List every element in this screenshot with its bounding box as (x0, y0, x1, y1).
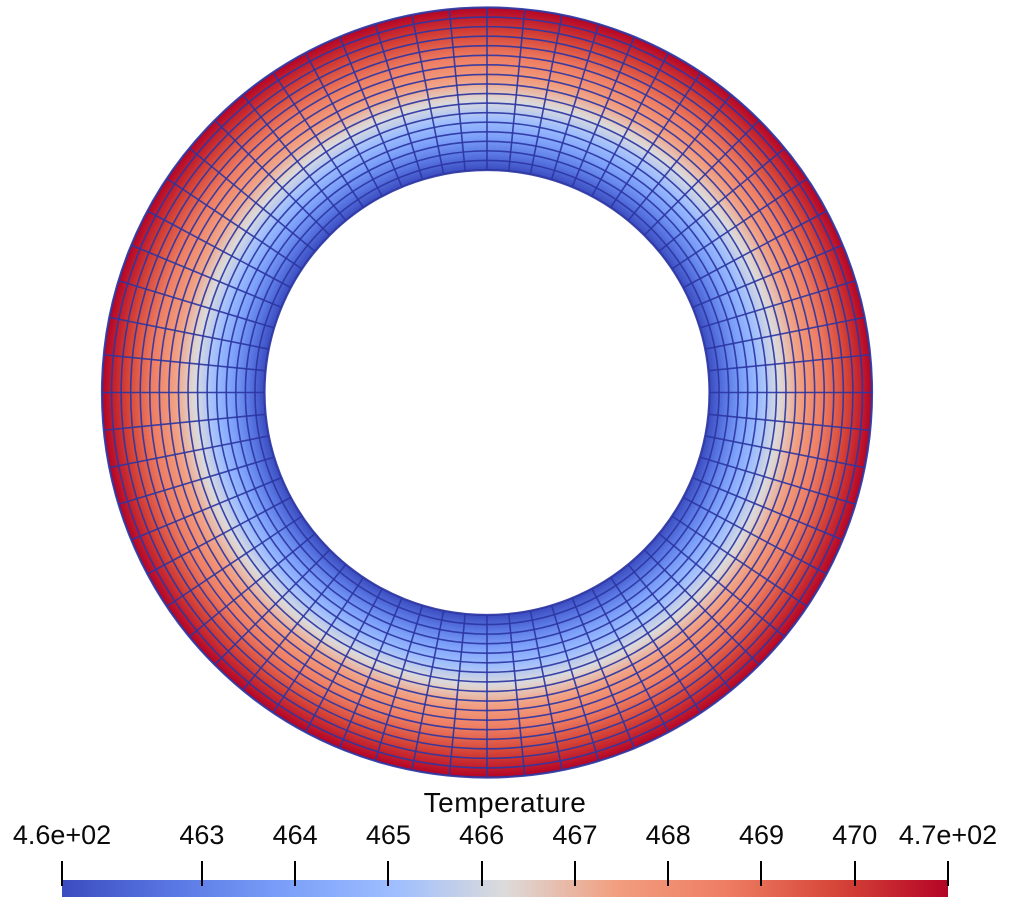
colorbar-tick-label: 469 (738, 820, 784, 850)
colorbar-tick-label: 467 (552, 820, 598, 850)
colorbar-tick-label: 466 (459, 820, 505, 850)
colorbar-tick-mark (667, 861, 670, 886)
colorbar-tick-mark (294, 861, 297, 886)
colorbar-tick-mark (200, 861, 203, 886)
colorbar-gradient-bar (62, 880, 948, 897)
colorbar-title: Temperature (423, 787, 587, 818)
colorbar-tick-mark (573, 861, 576, 886)
mesh-grid-lines (100, 6, 874, 779)
colorbar-tick-mark (853, 861, 856, 886)
colorbar-tick-label: 463 (179, 820, 225, 850)
colorbar-tick-mark (480, 861, 483, 886)
colorbar-tick-label: 465 (365, 820, 411, 850)
colorbar-tick-label: 468 (645, 820, 691, 850)
colorbar-tick-label: 4.6e+02 (12, 820, 112, 850)
colorbar-tick-label: 470 (832, 820, 878, 850)
colorbar-tick-label: 464 (272, 820, 318, 850)
colorbar-tick-mark (760, 861, 763, 886)
colorbar-tick-mark (387, 861, 390, 886)
colorbar-tick-mark (947, 861, 949, 886)
colorbar-tick-mark (61, 861, 63, 886)
colorbar-tick-label: 4.7e+02 (898, 820, 998, 850)
annulus-mesh-viewport[interactable] (0, 0, 1020, 790)
